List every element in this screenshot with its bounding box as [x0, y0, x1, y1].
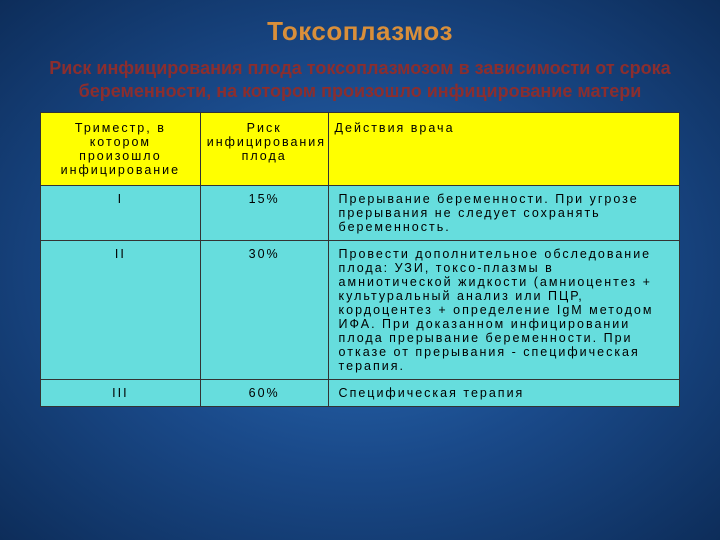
table-row: III 60% Специфическая терапия	[41, 379, 680, 406]
table-row: II 30% Провести дополнительное обследова…	[41, 240, 680, 379]
cell-action: Провести дополнительное обследование пло…	[328, 240, 679, 379]
cell-risk: 60%	[200, 379, 328, 406]
risk-table: Триместр, в котором произошло инфицирова…	[40, 112, 680, 407]
table-header-row: Триместр, в котором произошло инфицирова…	[41, 112, 680, 185]
cell-trimester: III	[41, 379, 201, 406]
table-container: Триместр, в котором произошло инфицирова…	[0, 112, 720, 407]
cell-action: Специфическая терапия	[328, 379, 679, 406]
header-risk: Риск инфицирования плода	[200, 112, 328, 185]
header-trimester: Триместр, в котором произошло инфицирова…	[41, 112, 201, 185]
slide-subtitle: Риск инфицирования плода токсоплазмозом …	[0, 47, 720, 112]
slide-title: Токсоплазмоз	[0, 0, 720, 47]
cell-trimester: II	[41, 240, 201, 379]
table-body: I 15% Прерывание беременности. При угроз…	[41, 185, 680, 406]
table-row: I 15% Прерывание беременности. При угроз…	[41, 185, 680, 240]
cell-trimester: I	[41, 185, 201, 240]
cell-action: Прерывание беременности. При угрозе прер…	[328, 185, 679, 240]
cell-risk: 30%	[200, 240, 328, 379]
header-action: Действия врача	[328, 112, 679, 185]
cell-risk: 15%	[200, 185, 328, 240]
